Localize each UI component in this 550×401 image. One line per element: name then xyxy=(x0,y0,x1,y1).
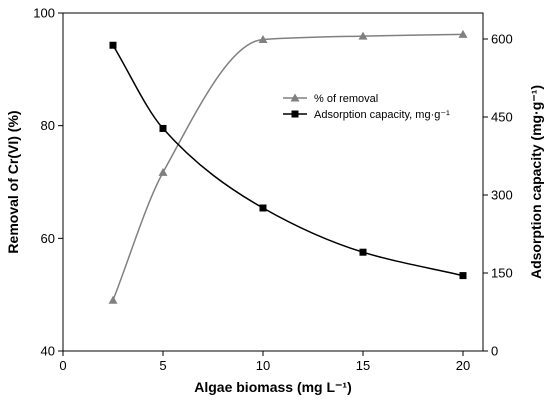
plot-frame xyxy=(62,12,484,352)
right-y-tick-label: 150 xyxy=(491,266,513,281)
series-2-point xyxy=(259,204,267,212)
series-1-point xyxy=(458,29,468,38)
series-1-point xyxy=(358,31,368,40)
legend-label-1: % of removal xyxy=(314,93,378,105)
left-y-tick-label: 80 xyxy=(41,118,55,133)
series-layer xyxy=(108,29,468,304)
series-1-point xyxy=(258,34,268,43)
x-tick-label: 20 xyxy=(456,358,470,373)
legend-marker-1 xyxy=(290,93,300,102)
series-2-point xyxy=(109,41,117,49)
legend-label-2: Adsorption capacity, mg·g⁻¹ xyxy=(314,109,450,121)
left-y-tick-label: 100 xyxy=(33,6,55,21)
left-y-tick-label: 60 xyxy=(41,231,55,246)
right-y-tick-label: 450 xyxy=(491,110,513,125)
right-y-axis-label: Adsorption capacity (mg·g⁻¹) xyxy=(528,85,544,279)
legend-marker-2 xyxy=(291,110,299,118)
series-line-1 xyxy=(112,33,464,301)
right-y-tick-label: 300 xyxy=(491,188,513,203)
right-y-axis-ticks: 0 150 300 450 600 xyxy=(483,32,513,359)
series-1-point xyxy=(158,167,168,176)
x-tick-label: 10 xyxy=(256,358,270,373)
series-2-point xyxy=(359,248,367,256)
left-y-tick-label: 40 xyxy=(41,344,55,359)
left-y-axis-ticks: 40 60 80 100 xyxy=(33,6,63,359)
series-2-point xyxy=(159,124,167,132)
x-tick-label: 15 xyxy=(356,358,370,373)
legend: % of removal Adsorption capacity, mg·g⁻¹ xyxy=(283,93,450,121)
left-y-axis-label: Removal of Cr(VI) (%) xyxy=(5,110,21,253)
x-axis-label: Algae biomass (mg L⁻¹) xyxy=(194,379,352,395)
series-1-point xyxy=(108,295,118,304)
x-tick-label: 0 xyxy=(59,358,66,373)
series-line-2 xyxy=(112,44,464,277)
right-y-tick-label: 600 xyxy=(491,32,513,47)
x-axis-ticks: 0 5 10 15 20 xyxy=(59,351,470,373)
right-y-tick-label: 0 xyxy=(491,344,498,359)
series-2-point xyxy=(459,272,467,280)
x-tick-label: 5 xyxy=(159,358,166,373)
